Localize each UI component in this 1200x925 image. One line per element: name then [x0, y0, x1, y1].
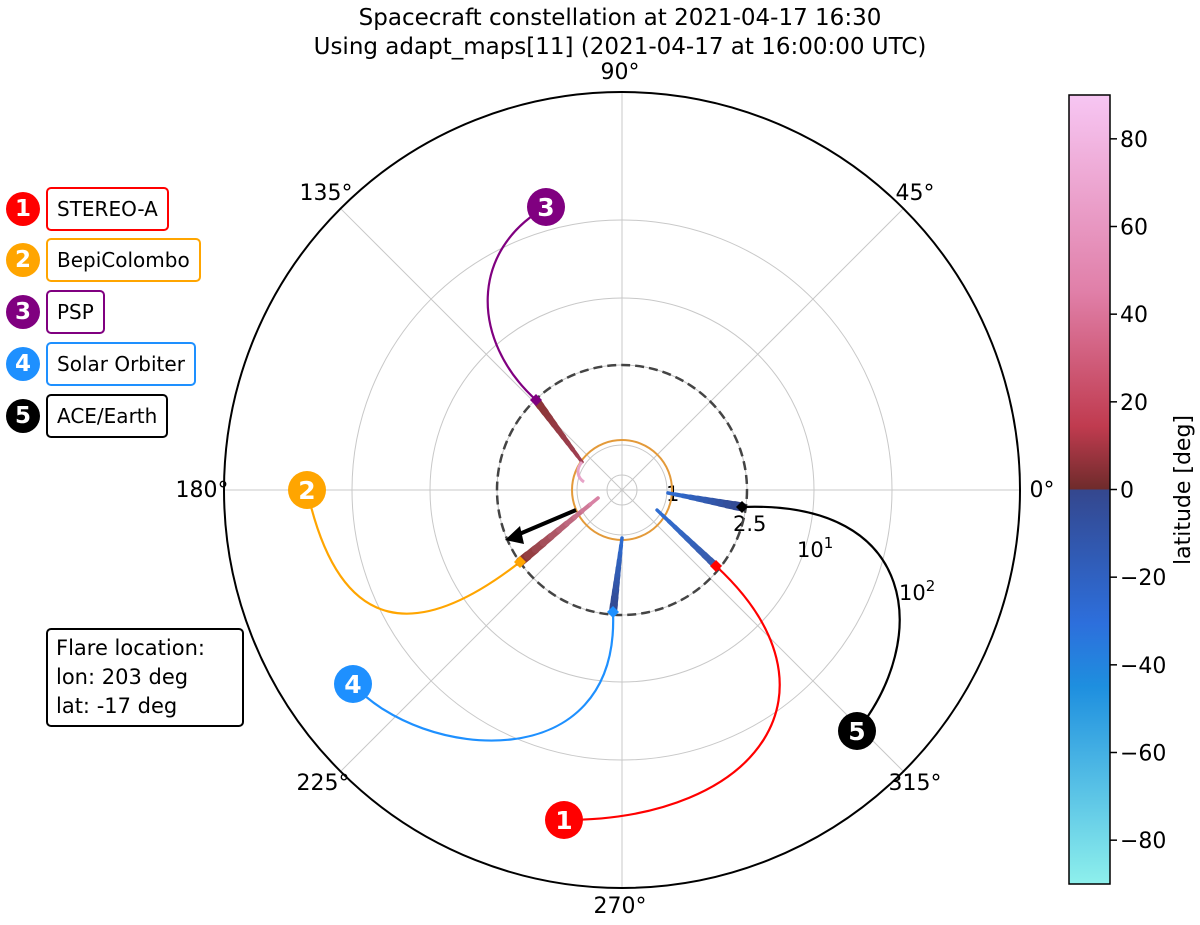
- spacecraft-marker-number: 2: [298, 476, 315, 505]
- coronal-field-segment: [666, 491, 678, 497]
- flare-location-box: Flare location: lon: 203 deg lat: -17 de…: [46, 628, 244, 727]
- spacecraft-marker: [838, 712, 876, 750]
- source-surface-footpoint: [710, 560, 722, 572]
- legend-label: STEREO-A: [46, 187, 169, 231]
- colorbar-tick-label: 60: [1120, 216, 1148, 241]
- spacecraft-marker-number: 1: [555, 806, 572, 835]
- coronal-loop: [576, 461, 585, 484]
- spacecraft-marker: [334, 665, 372, 703]
- legend-badge: 2: [6, 243, 40, 277]
- angle-tick-label: 180°: [176, 478, 229, 503]
- flare-arrow-head: [505, 526, 524, 544]
- chart-title-block: Spacecraft constellation at 2021-04-17 1…: [130, 4, 1110, 62]
- grid-spoke: [621, 208, 904, 491]
- field-line-ace-earth: [741, 505, 901, 732]
- legend-label: BepiColombo: [46, 238, 201, 282]
- colorbar-tick-label: −40: [1120, 654, 1166, 679]
- field-line-stereo-a: [563, 565, 781, 822]
- angle-tick-label: 135°: [300, 181, 353, 206]
- legend-badge: 3: [6, 295, 40, 329]
- colorbar-tick-label: 80: [1120, 128, 1148, 153]
- legend-label: ACE/Earth: [46, 394, 169, 438]
- spacecraft-marker: [288, 471, 326, 509]
- legend-badge: 1: [6, 192, 40, 226]
- legend-badge: 5: [6, 399, 40, 433]
- angle-tick-label: 225°: [297, 771, 350, 796]
- spacecraft-marker-number: 3: [537, 193, 554, 222]
- legend-label: PSP: [46, 290, 105, 334]
- angle-tick-label: 0°: [1030, 478, 1055, 503]
- colorbar-tick-label: −80: [1120, 829, 1166, 854]
- flare-lon: lon: 203 deg: [56, 665, 189, 689]
- colorbar-tick-label: 0: [1120, 479, 1134, 504]
- radial-tick-label-log: 102: [899, 577, 935, 605]
- colorbar-tick-label: 20: [1120, 391, 1148, 416]
- flare-arrow-shaft: [516, 508, 577, 537]
- angle-tick-label: 315°: [889, 771, 942, 796]
- flare-lat: lat: -17 deg: [56, 694, 178, 718]
- colorbar-tick-label: −20: [1120, 566, 1166, 591]
- chart-subtitle: Using adapt_maps[11] (2021-04-17 at 16:0…: [313, 34, 927, 60]
- spacecraft-marker-number: 4: [344, 670, 361, 699]
- colorbar-label: latitude [deg]: [1171, 415, 1196, 565]
- flare-heading: Flare location:: [56, 636, 205, 660]
- field-line-solar-orbiter: [352, 611, 615, 742]
- source-surface-footpoint: [530, 394, 542, 406]
- source-surface-footpoint: [607, 606, 619, 618]
- angle-tick-label: 270°: [594, 894, 647, 919]
- angle-tick-label: 45°: [896, 181, 935, 206]
- grid-spoke: [340, 208, 623, 491]
- field-line-bepicolombo: [305, 489, 521, 615]
- radial-tick-label: 2.5: [733, 512, 766, 536]
- chart-title: Spacecraft constellation at 2021-04-17 1…: [358, 5, 882, 31]
- source-surface-circle: [495, 363, 749, 617]
- radial-tick-label-log: 101: [797, 534, 833, 562]
- legend-label: Solar Orbiter: [46, 342, 196, 386]
- spacecraft-marker: [545, 801, 583, 839]
- polar-frame: [223, 91, 1021, 889]
- source-surface-footpoint: [736, 501, 748, 513]
- angle-tick-label: 90°: [601, 60, 640, 85]
- spacecraft-marker: [527, 188, 565, 226]
- coronal-field-segment: [588, 496, 600, 507]
- grid-spoke: [340, 489, 623, 772]
- colorbar: [1068, 94, 1111, 885]
- spacecraft-marker-number: 5: [848, 717, 865, 746]
- coronal-field-segment: [619, 536, 624, 548]
- legend-badge: 4: [6, 347, 40, 381]
- coronal-field-segment: [575, 454, 584, 464]
- coronal-field-segment: [655, 508, 665, 518]
- colorbar-tick-label: −60: [1120, 742, 1166, 767]
- source-surface-footpoint: [514, 556, 526, 568]
- colorbar-tick-label: 40: [1120, 303, 1148, 328]
- field-line-psp: [486, 206, 547, 401]
